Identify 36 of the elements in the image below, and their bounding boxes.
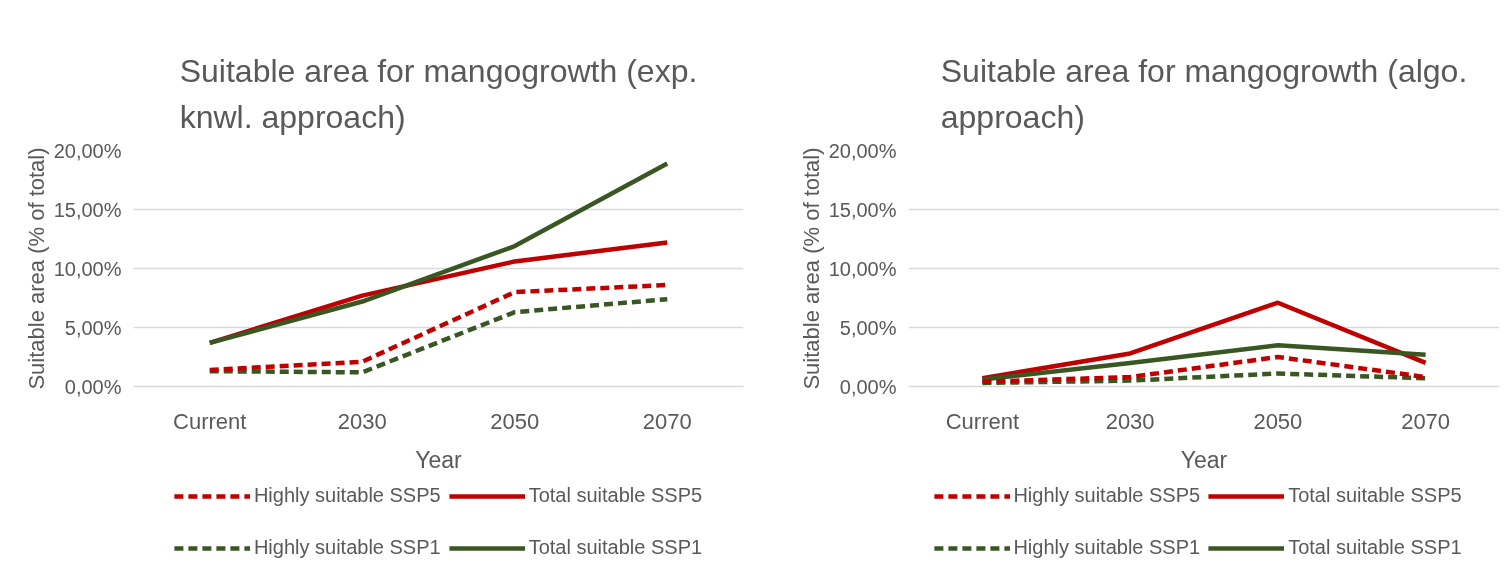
y-tick-label: 20,00% xyxy=(828,139,897,162)
legend-label: Total suitable SSP5 xyxy=(1288,484,1462,507)
x-tick-label: 2070 xyxy=(1401,408,1451,434)
y-tick-label: 0,00% xyxy=(64,375,122,398)
y-tick-label: 0,00% xyxy=(839,375,897,398)
x-tick-label: 2070 xyxy=(642,408,692,434)
x-axis-title: Year xyxy=(1180,446,1228,473)
chart-title: Suitable area for mangogrowth (exp. knwl. approach) xyxy=(179,52,698,136)
line-series xyxy=(207,161,670,346)
line-series xyxy=(980,342,1428,382)
y-axis-title: Suitable area (% of total) xyxy=(798,147,824,390)
y-tick-label: 15,00% xyxy=(53,198,122,221)
legend-label: Highly suitable SSP1 xyxy=(253,536,441,559)
y-axis-title: Suitable area (% of total) xyxy=(23,147,49,390)
x-tick-label: 2030 xyxy=(337,408,387,434)
line-series xyxy=(207,296,670,375)
legend-label: Highly suitable SSP5 xyxy=(1013,484,1201,507)
y-tick-label: 10,00% xyxy=(828,257,897,280)
x-axis-title: Year xyxy=(415,446,463,473)
legend-label: Highly suitable SSP1 xyxy=(1013,536,1201,559)
x-tick-label: 2050 xyxy=(490,408,540,434)
legend-label: Total suitable SSP1 xyxy=(528,536,703,559)
x-tick-label: 2030 xyxy=(1105,408,1155,434)
y-tick-label: 10,00% xyxy=(53,257,122,280)
x-tick-label: Current xyxy=(945,408,1020,434)
legend-label: Highly suitable SSP5 xyxy=(253,484,441,507)
y-tick-label: 5,00% xyxy=(64,316,122,339)
x-tick-label: 2050 xyxy=(1253,408,1303,434)
x-tick-label: Current xyxy=(173,408,247,434)
y-tick-label: 5,00% xyxy=(839,316,897,339)
legend-label: Total suitable SSP5 xyxy=(528,484,703,507)
y-tick-label: 20,00% xyxy=(53,139,122,162)
chart-title: Suitable area for mangogrowth (algo. approach) xyxy=(940,52,1468,136)
line-series xyxy=(980,371,1428,386)
legend-label: Total suitable SSP1 xyxy=(1288,536,1462,559)
y-tick-label: 15,00% xyxy=(828,198,897,221)
